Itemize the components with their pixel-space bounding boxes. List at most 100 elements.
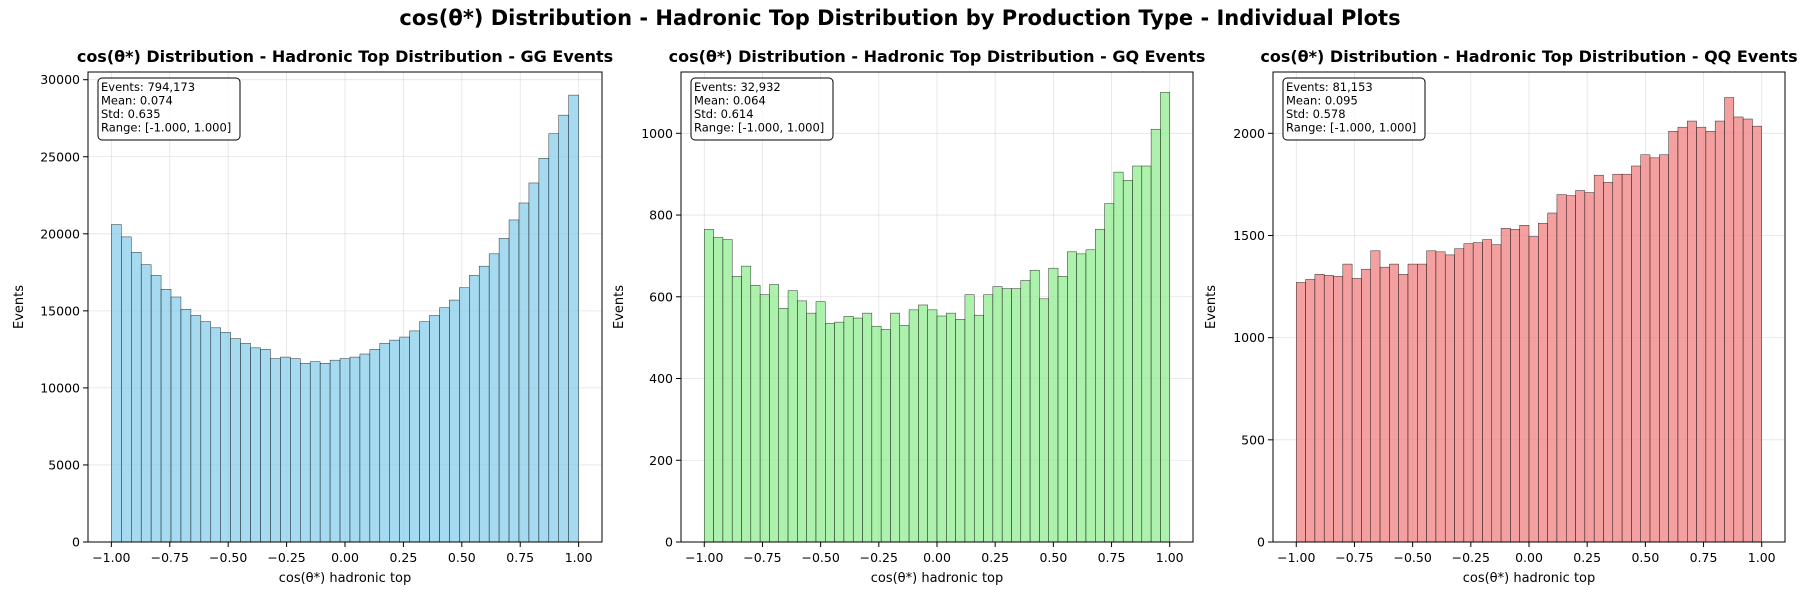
stats-line: Mean: 0.064 — [694, 94, 766, 108]
histogram-bar — [713, 237, 724, 542]
histogram-bar — [890, 312, 901, 542]
y-tick-label: 1000 — [1233, 330, 1265, 345]
histogram-bar — [1724, 97, 1735, 542]
histogram-bar — [548, 133, 560, 542]
subplot-1: −1.00 −0.75 −0.50 −0.25 0.00 0.25 0.50 0.75 1.00… — [12, 47, 613, 586]
histogram-bar — [1640, 154, 1651, 542]
histogram-bar — [449, 299, 460, 542]
y-tick-label: 600 — [649, 289, 673, 304]
x-tick-label: 0.50 — [448, 550, 476, 565]
x-tick-label: −0.75 — [151, 550, 189, 565]
histogram-bar — [862, 312, 873, 542]
histogram-bar — [704, 229, 714, 542]
x-tick-label: −1.00 — [92, 550, 130, 565]
y-tick-label: 500 — [1241, 432, 1265, 447]
histogram-bar — [973, 314, 984, 542]
histogram-bar — [210, 327, 221, 542]
histogram-bar — [797, 300, 807, 542]
histogram-bar — [964, 294, 975, 542]
y-axis-label: Events — [1204, 285, 1219, 329]
histogram-bar — [1342, 263, 1353, 542]
figure-title: cos(θ*) Distribution - Hadronic Top Dist… — [399, 6, 1401, 30]
histogram-bar — [1742, 118, 1753, 542]
histogram-bar — [140, 264, 152, 542]
histogram-bar — [731, 276, 742, 542]
histogram-bar — [825, 323, 835, 542]
histogram-bar — [815, 301, 826, 542]
y-tick-label: 15000 — [40, 303, 80, 318]
histogram-bar — [1603, 182, 1614, 542]
y-tick-label: 10000 — [40, 380, 80, 395]
histogram-bar — [498, 238, 510, 542]
stats-line: Std: 0.578 — [1286, 107, 1346, 121]
x-tick-label: 0.50 — [1039, 550, 1067, 565]
histogram-bar — [1593, 174, 1604, 542]
stats-box — [690, 77, 834, 141]
histogram-bar — [1538, 222, 1548, 542]
histogram-bar — [220, 332, 231, 542]
histogram-bar — [1621, 173, 1632, 542]
histogram-bar — [309, 361, 321, 542]
x-tick-label: 0.75 — [1690, 550, 1718, 565]
y-tick-label: 1500 — [1233, 228, 1265, 243]
histogram-bar — [983, 294, 994, 542]
histogram-bar — [1705, 131, 1716, 542]
x-tick-label: −0.75 — [743, 550, 781, 565]
histogram-bar — [1076, 253, 1087, 542]
histogram-bar — [1323, 275, 1334, 542]
histogram-bar — [170, 296, 182, 542]
histogram-bar — [1104, 203, 1115, 542]
y-tick-label: 0 — [1257, 535, 1265, 550]
stats-line: Mean: 0.095 — [1286, 94, 1358, 108]
y-tick-label: 0 — [665, 535, 673, 550]
histogram-bar — [1696, 126, 1707, 542]
x-tick-label: −1.00 — [685, 550, 723, 565]
x-axis-label: cos(θ*) hadronic top — [1463, 571, 1596, 586]
y-tick-label: 200 — [649, 453, 673, 468]
histogram-bar — [1113, 171, 1124, 542]
histogram-bar — [1584, 192, 1595, 542]
histogram-bar — [852, 317, 863, 542]
histogram-bar — [200, 321, 212, 542]
histogram-bar — [558, 114, 569, 542]
y-tick-label: 25000 — [40, 149, 80, 164]
x-tick-label: 1.00 — [565, 550, 593, 565]
histogram-bar — [1132, 165, 1143, 542]
histogram-bar — [429, 315, 440, 542]
stats-line: Events: 32,932 — [694, 80, 781, 94]
histogram-bar — [379, 342, 390, 542]
histogram-bar — [369, 349, 381, 542]
histogram-bar — [1500, 228, 1511, 542]
histogram-bar — [1752, 125, 1762, 542]
histogram-bar — [419, 321, 430, 542]
histogram-bar — [518, 202, 530, 542]
y-tick-label: 1000 — [641, 126, 673, 141]
subplot-2: −1.00 −0.75 −0.50 −0.25 0.00 0.25 0.50 0.75 1.00… — [612, 47, 1205, 586]
histogram-bar — [1407, 263, 1418, 542]
histogram-bar — [1528, 236, 1539, 542]
x-axis-label: cos(θ*) hadronic top — [871, 571, 1004, 586]
histogram-bar — [1510, 229, 1520, 542]
x-tick-label: 0.25 — [389, 550, 417, 565]
histogram-bar — [160, 289, 172, 542]
histogram-bar — [1417, 263, 1427, 542]
x-tick-label: 0.00 — [923, 550, 951, 565]
x-tick-label: −1.00 — [1277, 550, 1315, 565]
histogram-bar — [769, 284, 779, 542]
histogram-bar — [1631, 165, 1641, 542]
x-tick-label: 0.50 — [1631, 550, 1659, 565]
histogram-bar — [1333, 276, 1344, 542]
histogram-bar — [1011, 288, 1022, 542]
histogram-bar — [843, 316, 854, 542]
subplot-title: cos(θ*) Distribution - Hadronic Top Dist… — [1260, 47, 1797, 66]
histogram-bar — [1668, 131, 1679, 542]
x-tick-label: 1.00 — [1156, 550, 1184, 565]
stats-line: Range: [-1.000, 1.000] — [694, 121, 824, 135]
stats-line: Events: 81,153 — [1286, 80, 1373, 94]
histogram-bar — [946, 312, 956, 542]
histogram-bar — [759, 294, 770, 542]
histogram-bar — [409, 330, 420, 542]
histogram-bar — [329, 359, 341, 542]
x-tick-label: 0.00 — [331, 550, 359, 565]
histogram-bar — [349, 356, 361, 542]
